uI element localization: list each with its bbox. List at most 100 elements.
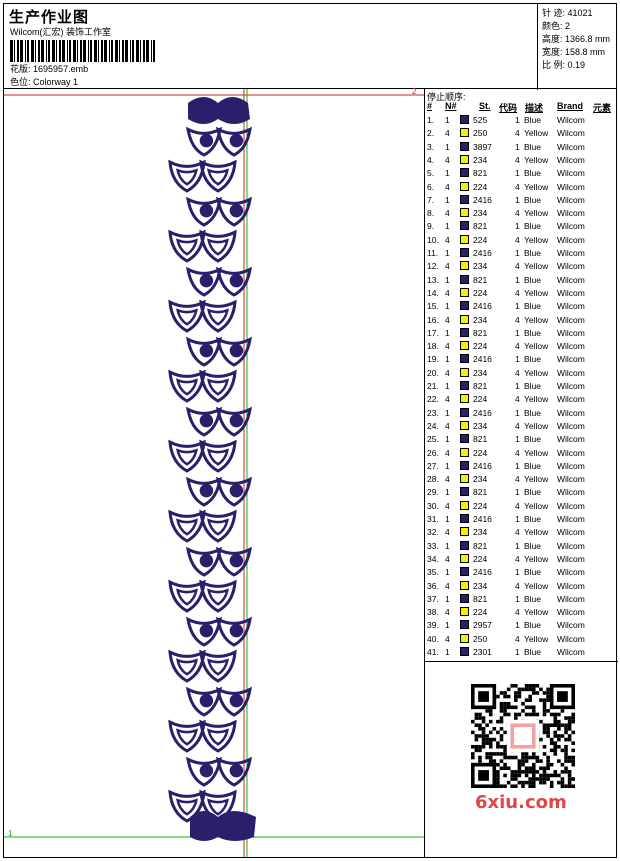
motif-shield (168, 649, 206, 683)
row-brand: Wilcom (557, 181, 585, 192)
col-element: 元素 (593, 103, 612, 113)
color-swatch (460, 274, 469, 284)
sequence-row: 20. 4 234 4 Yellow Wilcom (425, 367, 618, 381)
row-code: 4 (515, 553, 520, 564)
row-stitches: 2416 (473, 514, 492, 524)
sequence-row: 31. 1 2416 1 Blue Wilcom (425, 514, 618, 527)
row-desc: Blue (524, 487, 542, 498)
row-brand: Wilcom (557, 500, 585, 511)
marker-top-right: 2 (412, 87, 417, 96)
row-code: 4 (515, 474, 520, 485)
row-needle: 1 (445, 647, 450, 657)
row-brand: Wilcom (557, 261, 585, 272)
row-index: 32. (427, 527, 439, 538)
row-index: 10. (427, 234, 439, 245)
row-brand: Wilcom (557, 301, 585, 312)
row-brand: Wilcom (557, 287, 585, 298)
color-swatch (460, 460, 469, 470)
row-code: 4 (515, 154, 520, 165)
stat-height: 高度: 1366.8 mm (542, 34, 611, 44)
row-brand: Wilcom (557, 221, 585, 232)
row-stitches: 821 (473, 274, 488, 285)
design-value: 1695957.emb (33, 64, 89, 74)
stat-stitches: 针 迹: 41021 (542, 8, 593, 18)
row-code: 1 (515, 620, 520, 631)
row-code: 1 (515, 354, 520, 365)
row-code: 1 (515, 593, 520, 604)
row-code: 4 (515, 580, 520, 591)
colorway-label: 色位: (10, 77, 31, 87)
row-stitches: 2416 (473, 248, 492, 258)
row-brand: Wilcom (557, 115, 585, 125)
motif-leaf (186, 546, 222, 577)
row-code: 1 (515, 301, 520, 312)
row-desc: Yellow (524, 234, 549, 245)
row-stitches: 224 (473, 553, 488, 564)
motif-shield (168, 439, 206, 473)
row-stitches: 821 (473, 434, 488, 445)
motif-leaf (186, 196, 222, 227)
row-desc: Blue (524, 221, 542, 232)
row-desc: Blue (524, 168, 542, 179)
sequence-row: 21. 1 821 1 Blue Wilcom (425, 381, 618, 394)
row-brand: Wilcom (557, 647, 585, 657)
row-brand: Wilcom (557, 487, 585, 498)
motif-shield (168, 579, 206, 613)
row-brand: Wilcom (557, 194, 585, 205)
row-index: 14. (427, 287, 439, 298)
row-needle: 1 (445, 381, 450, 391)
sequence-row: 18. 4 224 4 Yellow Wilcom (425, 341, 618, 354)
sequence-row: 29. 1 821 1 Blue Wilcom (425, 487, 618, 500)
row-needle: 1 (445, 540, 450, 551)
row-desc: Yellow (524, 341, 549, 352)
row-index: 30. (427, 500, 439, 511)
row-needle: 1 (445, 593, 450, 604)
color-swatch (460, 593, 469, 603)
row-needle: 1 (445, 141, 450, 152)
row-desc: Yellow (524, 181, 549, 192)
row-brand: Wilcom (557, 141, 585, 152)
motif-shield (168, 299, 206, 333)
motif-leaf (216, 336, 252, 367)
row-stitches: 2416 (473, 407, 492, 418)
row-brand: Wilcom (557, 354, 585, 365)
bottom-ornament (190, 811, 256, 841)
sequence-row: 35. 1 2416 1 Blue Wilcom (425, 567, 618, 580)
row-stitches: 250 (473, 633, 488, 644)
row-index: 31. (427, 514, 439, 524)
row-stitches: 2416 (473, 354, 492, 365)
row-stitches: 2957 (473, 620, 492, 631)
color-swatch (460, 500, 469, 510)
row-needle: 4 (445, 367, 450, 378)
sequence-row: 30. 4 224 4 Yellow Wilcom (425, 500, 618, 514)
row-code: 1 (515, 460, 520, 471)
color-swatch (460, 381, 469, 390)
motif-leaf (216, 126, 252, 157)
row-index: 17. (427, 327, 439, 338)
sequence-row: 13. 1 821 1 Blue Wilcom (425, 274, 618, 288)
row-brand: Wilcom (557, 274, 585, 285)
row-brand: Wilcom (557, 381, 585, 391)
row-desc: Yellow (524, 314, 549, 325)
row-index: 23. (427, 407, 439, 418)
row-stitches: 2416 (473, 194, 492, 205)
row-needle: 4 (445, 474, 450, 485)
color-swatch (460, 407, 469, 417)
motif-shield (168, 159, 206, 193)
row-stitches: 250 (473, 128, 488, 139)
row-needle: 4 (445, 580, 450, 591)
row-stitches: 821 (473, 593, 488, 604)
row-code: 1 (515, 141, 520, 152)
sequence-row: 23. 1 2416 1 Blue Wilcom (425, 407, 618, 421)
row-needle: 1 (445, 168, 450, 179)
row-code: 1 (515, 194, 520, 205)
sequence-row: 17. 1 821 1 Blue Wilcom (425, 327, 618, 341)
color-swatch (460, 540, 469, 550)
row-code: 1 (515, 540, 520, 551)
row-needle: 4 (445, 314, 450, 325)
row-brand: Wilcom (557, 567, 585, 578)
row-stitches: 3897 (473, 141, 492, 152)
color-swatch (460, 194, 469, 204)
row-stitches: 224 (473, 341, 488, 352)
row-index: 13. (427, 274, 439, 285)
